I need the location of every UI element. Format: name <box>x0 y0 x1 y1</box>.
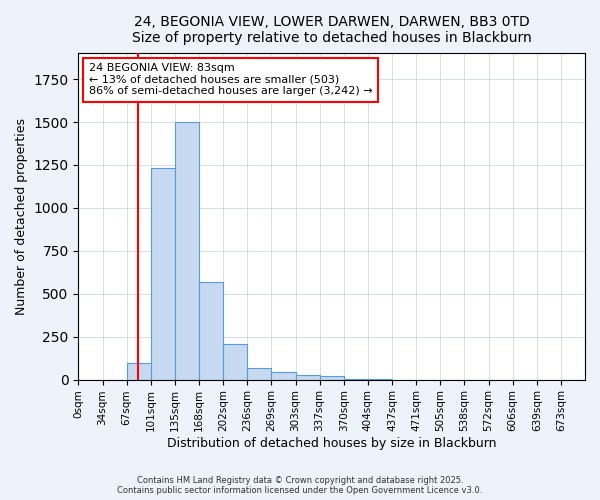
Title: 24, BEGONIA VIEW, LOWER DARWEN, DARWEN, BB3 0TD
Size of property relative to det: 24, BEGONIA VIEW, LOWER DARWEN, DARWEN, … <box>132 15 532 45</box>
Bar <box>296 376 320 380</box>
Text: Contains HM Land Registry data © Crown copyright and database right 2025.
Contai: Contains HM Land Registry data © Crown c… <box>118 476 482 495</box>
Bar <box>175 122 199 380</box>
Bar <box>247 368 271 380</box>
Bar <box>271 372 296 380</box>
Y-axis label: Number of detached properties: Number of detached properties <box>15 118 28 315</box>
Bar <box>223 344 247 380</box>
Bar <box>344 378 368 380</box>
Bar <box>320 376 344 380</box>
Text: 24 BEGONIA VIEW: 83sqm
← 13% of detached houses are smaller (503)
86% of semi-de: 24 BEGONIA VIEW: 83sqm ← 13% of detached… <box>89 63 372 96</box>
Bar <box>199 282 223 380</box>
Bar <box>127 364 151 380</box>
X-axis label: Distribution of detached houses by size in Blackburn: Distribution of detached houses by size … <box>167 437 496 450</box>
Bar <box>151 168 175 380</box>
